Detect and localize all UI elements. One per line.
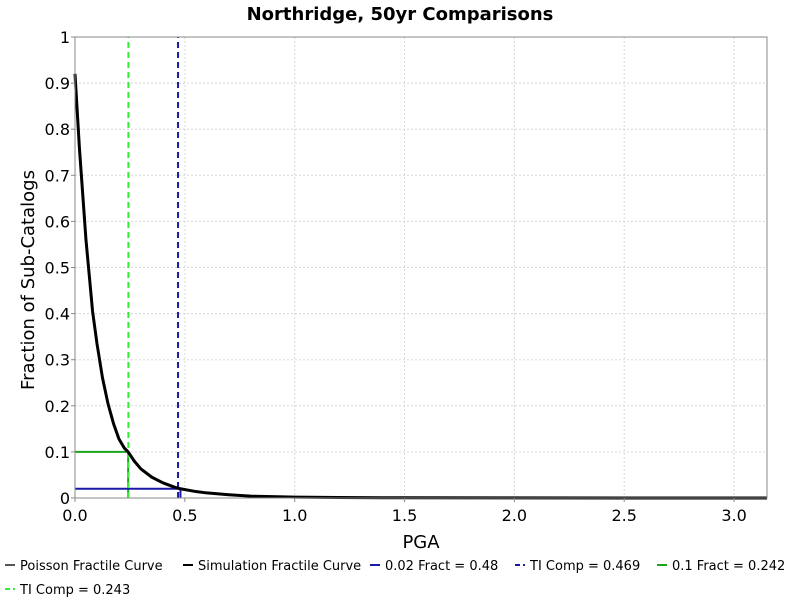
y-axis-label: Fraction of Sub-Catalogs [18, 170, 39, 390]
y-tick-label: 0.1 [45, 443, 70, 462]
chart-title: Northridge, 50yr Comparisons [247, 4, 554, 25]
legend-label: Poisson Fractile Curve [20, 559, 163, 574]
y-tick-label: 0.7 [45, 166, 70, 185]
y-tick-label: 0.3 [45, 351, 70, 370]
legend-item: Simulation Fractile Curve [183, 559, 361, 574]
legend-label: Simulation Fractile Curve [198, 559, 361, 574]
y-tick-label: 0.4 [45, 305, 70, 324]
y-tick-label: 0.2 [45, 397, 70, 416]
x-tick-label: 3.0 [721, 506, 746, 525]
y-tick-label: 0.5 [45, 259, 70, 278]
legend-label: 0.02 Fract = 0.48 [385, 559, 498, 574]
x-tick-label: 1.0 [282, 506, 307, 525]
legend-item: Poisson Fractile Curve [5, 559, 163, 574]
legend-label: TI Comp = 0.469 [529, 559, 640, 574]
y-tick-label: 0.6 [45, 212, 70, 231]
x-tick-label: 2.5 [611, 506, 636, 525]
x-axis-label: PGA [402, 532, 440, 553]
x-axis-ticks: 0.0 0.5 1.0 1.5 2.0 2.5 3.0 [62, 498, 747, 525]
y-tick-label: 0.8 [45, 120, 70, 139]
legend-item: 0.02 Fract = 0.48 [370, 559, 498, 574]
grid [75, 37, 767, 498]
legend: Poisson Fractile Curve Simulation Fractil… [5, 559, 785, 598]
legend-label: TI Comp = 0.243 [19, 583, 130, 598]
x-tick-label: 0.5 [172, 506, 197, 525]
y-axis-ticks: 0 0.1 0.2 0.3 0.4 0.5 0.6 0.7 0.8 0.9 1 [45, 28, 75, 508]
x-tick-label: 0.0 [62, 506, 87, 525]
legend-item: TI Comp = 0.469 [515, 559, 640, 574]
y-tick-label: 1 [60, 28, 70, 47]
y-tick-label: 0.9 [45, 74, 70, 93]
legend-label: 0.1 Fract = 0.242 [672, 559, 785, 574]
legend-item: TI Comp = 0.243 [5, 583, 130, 598]
y-tick-label: 0 [60, 489, 70, 508]
x-tick-label: 2.0 [502, 506, 527, 525]
x-tick-label: 1.5 [392, 506, 417, 525]
legend-item: 0.1 Fract = 0.242 [657, 559, 785, 574]
